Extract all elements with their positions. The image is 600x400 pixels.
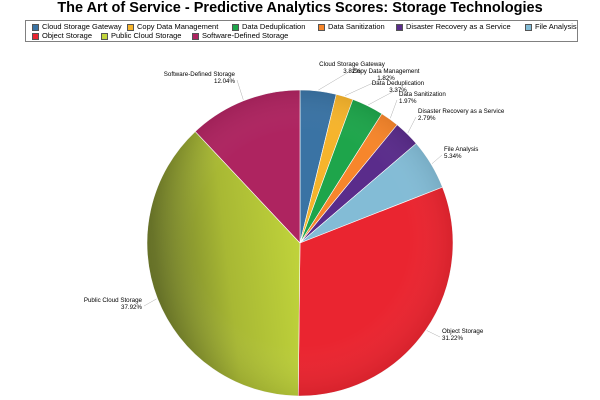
legend-swatch (127, 23, 134, 31)
slice-label-value: 5.34% (444, 153, 462, 160)
legend-label: Data Sanitization (328, 22, 385, 31)
legend-swatch (318, 23, 325, 31)
legend-item-copy-data-management: Copy Data Management (127, 22, 218, 32)
slice-label-name: Data Deduplication (372, 80, 425, 87)
legend-label: File Analysis (535, 22, 577, 31)
legend-swatch (192, 32, 199, 40)
slice-label-value: 1.97% (399, 98, 417, 105)
slice-label-value: 31.22% (442, 335, 463, 342)
legend-item-file-analysis: File Analysis (525, 22, 577, 32)
legend-label: Data Deduplication (242, 22, 306, 31)
slice-label-value: 3.37% (389, 87, 407, 94)
legend-swatch (101, 32, 108, 40)
slice-label-value: 12.04% (214, 78, 235, 85)
leader-line (344, 76, 387, 96)
legend-item-software-defined-storage: Software-Defined Storage (192, 31, 288, 41)
slice-label-name: Cloud Storage Gateway (319, 61, 386, 68)
legend-label: Object Storage (42, 31, 93, 40)
legend-item-public-cloud-storage: Public Cloud Storage (101, 31, 181, 41)
leader-line (143, 298, 157, 307)
slice-label-value: 1.82% (377, 75, 395, 82)
leader-line (368, 88, 399, 106)
legend-item-data-deduplication: Data Deduplication (232, 22, 305, 32)
legend-item-object-storage: Object Storage (32, 31, 92, 41)
slice-label-name: Disaster Recovery as a Service (418, 108, 505, 115)
legend-swatch (525, 23, 532, 31)
leader-line (407, 116, 417, 134)
pie-slices (146, 89, 454, 397)
legend-item-cloud-storage-gateway: Cloud Storage Gateway (32, 22, 122, 32)
legend-swatch (32, 23, 39, 31)
leader-line (426, 330, 441, 338)
legend-label: Public Cloud Storage (111, 31, 182, 40)
legend-label: Software-Defined Storage (202, 31, 289, 40)
slice-label-value: 3.82% (343, 68, 361, 75)
slice-label-name: Data Sanitization (399, 91, 446, 98)
legend-label: Cloud Storage Gateway (42, 22, 122, 31)
pie-leader-lines (143, 69, 443, 338)
leader-line (431, 154, 443, 164)
slice-label-name: Copy Data Management (352, 68, 419, 75)
leader-line (236, 79, 244, 100)
leader-line (390, 99, 398, 119)
legend-label: Disaster Recovery as a Service (406, 22, 511, 31)
slice-label-name: Software-Defined Storage (164, 71, 236, 78)
chart-title: The Art of Service - Predictive Analytic… (57, 0, 543, 16)
slice-label-name: Object Storage (442, 328, 484, 335)
legend-swatch (396, 23, 403, 31)
leader-line (318, 69, 353, 91)
chart-legend: Cloud Storage Gateway Copy Data Manageme… (25, 20, 578, 42)
slice-label-value: 37.92% (121, 304, 142, 311)
slice-label-name: Public Cloud Storage (84, 297, 143, 304)
slice-label-value: 2.79% (418, 115, 436, 122)
legend-item-data-sanitization: Data Sanitization (318, 22, 385, 32)
legend-swatch (232, 23, 239, 31)
legend-swatch (32, 32, 39, 40)
slice-label-name: File Analysis (444, 146, 478, 153)
legend-label: Copy Data Management (137, 22, 219, 31)
legend-item-disaster-recovery: Disaster Recovery as a Service (396, 22, 511, 32)
